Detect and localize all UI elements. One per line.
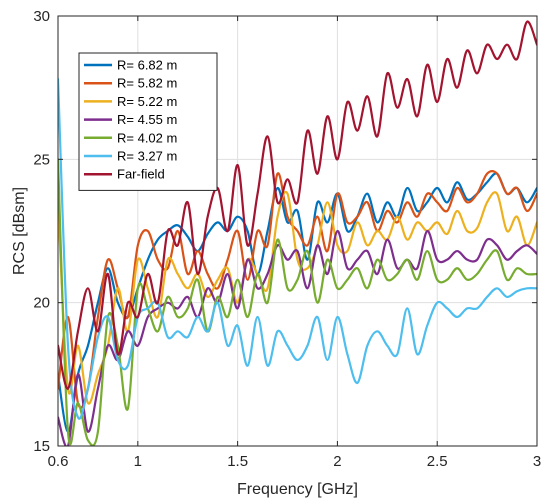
y-tick-label: 15 [33, 438, 50, 455]
x-tick-label: 1.5 [227, 453, 248, 470]
series-line-2 [58, 170, 537, 409]
y-tick-label: 25 [33, 151, 50, 168]
series-line-7 [58, 20, 537, 390]
legend-entry-label: R= 4.02 m [117, 130, 177, 145]
legend-entry-label: R= 6.82 m [117, 58, 177, 73]
y-tick-label: 30 [33, 8, 50, 25]
legend-entry-label: R= 3.27 m [117, 149, 177, 164]
series-line-6 [58, 77, 537, 420]
y-tick-label: 20 [33, 295, 50, 312]
x-tick-label: 0.6 [48, 453, 69, 470]
x-axis-label: Frequency [GHz] [237, 481, 358, 498]
legend-entry-label: R= 5.82 m [117, 76, 177, 91]
legend-entry-label: R= 4.55 m [117, 112, 177, 127]
x-tick-label: 2.5 [427, 453, 448, 470]
legend: R= 6.82 m R= 5.82 m R= 5.22 m R= 4.55 m R= 4… [78, 52, 218, 191]
legend-box [78, 52, 218, 191]
series-line-3 [58, 190, 537, 405]
x-tick-label: 3 [533, 453, 541, 470]
axes-box [57, 15, 538, 447]
series-lines [58, 20, 537, 446]
series-line-4 [58, 229, 537, 446]
axis-ticks: 0.6 1 1.5 2 2.5 3 15 20 25 30 [33, 8, 541, 470]
x-tick-label: 2 [333, 453, 341, 470]
legend-entry-label: Far-field [117, 167, 165, 182]
y-axis-label: RCS [dBsm] [11, 187, 28, 275]
series-line-5 [58, 158, 537, 446]
x-tick-label: 1 [134, 453, 142, 470]
legend-entry-label: R= 5.22 m [117, 94, 177, 109]
